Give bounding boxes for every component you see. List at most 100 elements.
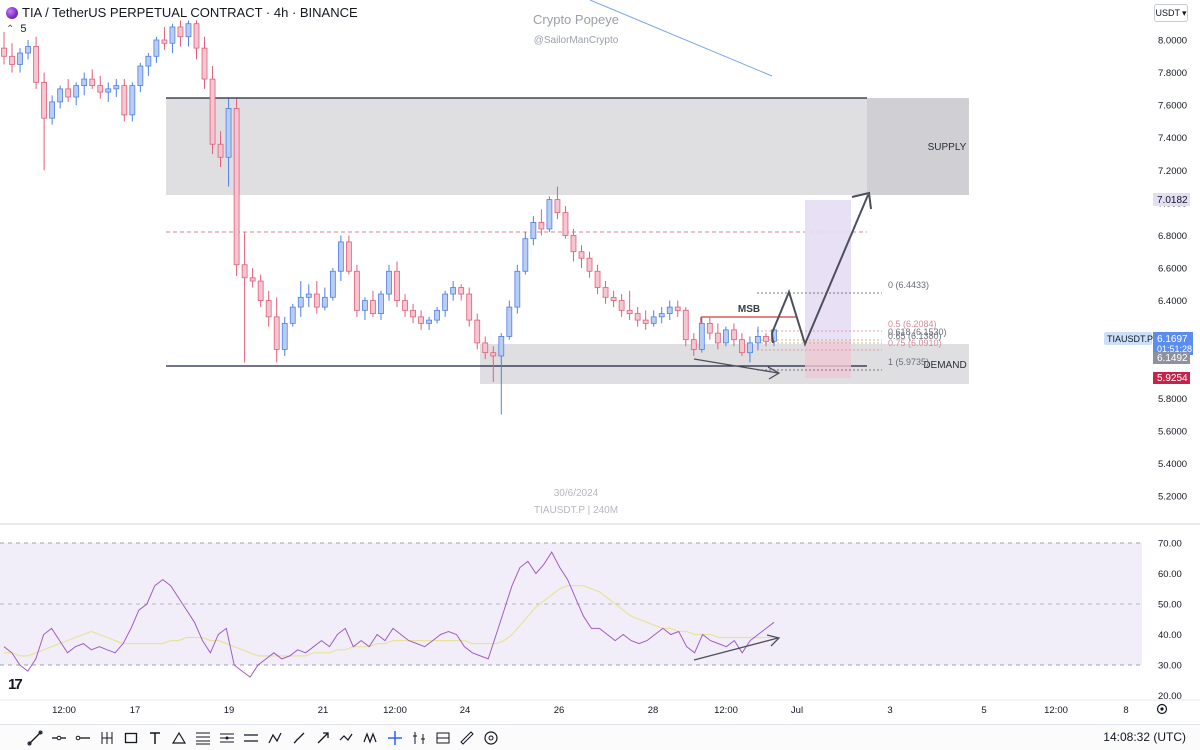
- short-position-icon[interactable]: [432, 727, 454, 749]
- candle-body: [498, 335, 505, 357]
- brush-icon[interactable]: [288, 727, 310, 749]
- candle-body: [321, 296, 328, 308]
- time-axis[interactable]: 12:00 17 19 21 12:00 24 26 28 12:00 Jul 3 5 12:00 8: [52, 705, 1129, 716]
- trend-line[interactable]: [589, 0, 773, 77]
- horizontal-line-icon[interactable]: [48, 727, 70, 749]
- projection-path: [771, 194, 869, 347]
- fib-0-label: 0 (6.4433): [888, 280, 929, 290]
- settings-gear-icon[interactable]: [1156, 703, 1168, 715]
- price-tick-label: 6.8000: [1158, 231, 1187, 242]
- ticker-badge: [1104, 332, 1152, 345]
- candle-body: [33, 46, 39, 83]
- price-tick-label: 6.6000: [1158, 264, 1187, 275]
- trend-line-icon[interactable]: [24, 727, 46, 749]
- candle-body: [225, 108, 232, 158]
- triangle-icon[interactable]: [168, 727, 190, 749]
- candle-body: [297, 296, 304, 308]
- fib-05-label: 0.5 (6.2084): [888, 319, 937, 329]
- utc-clock[interactable]: 14:08:32 (UTC): [1103, 730, 1186, 744]
- last-price-text: 6.1697: [1157, 334, 1188, 345]
- candle-body: [522, 238, 529, 272]
- candle-body: [105, 88, 112, 93]
- candle-body: [602, 287, 609, 298]
- candle-body: [97, 85, 104, 93]
- level-7018-text: 7.0182: [1157, 195, 1188, 206]
- candle-body: [177, 26, 184, 38]
- candle-body: [346, 241, 352, 272]
- time-tick-label: 3: [887, 705, 892, 716]
- level-5925-text: 5.9254: [1157, 373, 1188, 384]
- candle-body: [466, 293, 473, 321]
- candle-body: [137, 65, 144, 87]
- rsi-line: [3, 551, 775, 678]
- ticker-badge-text: TIAUSDT.P: [1107, 334, 1153, 344]
- candle-body: [722, 329, 729, 344]
- candle-body: [594, 270, 601, 288]
- currency-selector[interactable]: USDT ▾: [1154, 4, 1188, 22]
- level-7018-badge: [1153, 193, 1190, 206]
- text-icon[interactable]: [144, 727, 166, 749]
- candle-body: [442, 293, 449, 311]
- candle-body: [153, 39, 160, 57]
- price-axis[interactable]: 8.00007.80007.60007.40007.20007.00006.80…: [1158, 36, 1187, 503]
- interval-value: 5: [20, 23, 27, 35]
- candle-body: [49, 101, 56, 119]
- arrow-icon[interactable]: [312, 727, 334, 749]
- price-tick-label: 7.4000: [1158, 133, 1187, 144]
- ruler-icon[interactable]: [456, 727, 478, 749]
- last-price-badge: [1153, 332, 1193, 355]
- supply-zone-extension: [867, 98, 969, 195]
- candle-body: [570, 235, 577, 253]
- candle-body: [273, 316, 280, 350]
- parallel-channel-icon[interactable]: [240, 727, 262, 749]
- candle-body: [281, 322, 288, 350]
- candle-body: [530, 221, 537, 240]
- candle-body: [362, 300, 368, 311]
- rectangle-icon[interactable]: [120, 727, 142, 749]
- cursor-cross-icon[interactable]: [384, 727, 406, 749]
- watermark-handle: @SailorManCrypto: [534, 35, 619, 46]
- rsi-tick-label: 50.00: [1158, 600, 1182, 611]
- symbol-title[interactable]: TIA / TetherUS PERPETUAL CONTRACT · 4h ·…: [22, 5, 358, 20]
- zigzag-icon[interactable]: [360, 727, 382, 749]
- magnet-icon[interactable]: [480, 727, 502, 749]
- candle-body: [378, 293, 384, 314]
- candle-body: [634, 313, 641, 321]
- chart-canvas[interactable]: Crypto Popeye @SailorManCrypto 30/6/2024…: [0, 0, 1200, 724]
- ray-icon[interactable]: [72, 727, 94, 749]
- fib-icon[interactable]: [192, 727, 214, 749]
- level-5925-badge: [1153, 372, 1190, 384]
- interval-selector[interactable]: ⌃ 5: [6, 23, 27, 35]
- candle-body: [418, 316, 424, 324]
- candle-body: [426, 319, 432, 324]
- candle-body: [1, 47, 7, 57]
- candle-body: [490, 352, 497, 357]
- supply-zone[interactable]: [166, 98, 969, 195]
- rsi-tick-label: 60.00: [1158, 569, 1182, 580]
- price-tick-label: 7.8000: [1158, 68, 1187, 79]
- candle-body: [666, 306, 673, 315]
- time-tick-label: 17: [130, 705, 141, 716]
- fib-1-label: 1 (5.9735): [888, 357, 929, 367]
- fib-channel-icon[interactable]: [216, 727, 238, 749]
- long-position-icon[interactable]: [408, 727, 430, 749]
- chart-header: TIA / TetherUS PERPETUAL CONTRACT · 4h ·…: [0, 0, 1140, 36]
- projection-arrowhead: [851, 191, 872, 210]
- candle-body: [370, 300, 376, 315]
- candle-body: [690, 339, 697, 350]
- candle-body: [731, 329, 737, 341]
- time-tick-label: 5: [981, 705, 986, 716]
- candle-body: [618, 300, 625, 311]
- time-tick-label: 26: [554, 705, 565, 716]
- level-6149-badge: [1153, 352, 1190, 364]
- rsi-tick-label: 70.00: [1158, 539, 1182, 550]
- pitchfork-icon[interactable]: [96, 727, 118, 749]
- polyline-icon[interactable]: [336, 727, 358, 749]
- candle-body: [145, 55, 152, 67]
- time-tick-label: 19: [224, 705, 235, 716]
- candle-body: [233, 108, 240, 266]
- candle-body: [249, 277, 256, 282]
- rsi-axis[interactable]: 70.00 60.00 50.00 40.00 30.00 20.00: [1158, 539, 1182, 703]
- path-icon[interactable]: [264, 727, 286, 749]
- candle-body: [674, 306, 681, 311]
